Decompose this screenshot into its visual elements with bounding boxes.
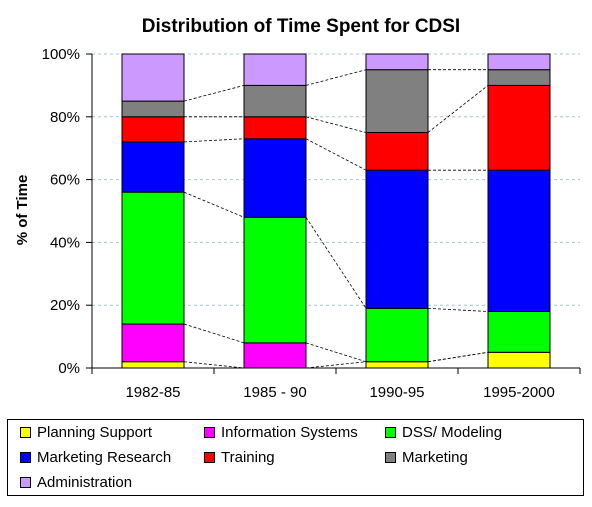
bar-segment-marketing [487,69,551,86]
bar-segment-training [121,116,185,143]
series-connector-line [305,342,367,363]
legend-swatch [385,427,396,438]
series-connector-line [305,69,367,86]
legend-label: Planning Support [37,424,153,441]
series-connector-line [183,138,245,143]
bar-segment-training [365,132,429,171]
x-tick-label: 1990-95 [369,384,424,401]
legend-swatch [204,452,215,463]
bar-segment-dss-modeling [487,310,551,353]
series-connector-line [183,191,245,218]
bar-segment-marketing-research [365,169,429,309]
legend-swatch [204,427,215,438]
y-tick-label: 60% [50,172,80,189]
bar-segment-planning-support [365,361,429,369]
bar-segment-information-systems [243,342,307,369]
bar-segment-marketing [365,69,429,133]
bar-segment-planning-support [121,361,185,369]
y-tick-label: 0% [58,360,80,377]
legend-label: Marketing Research [37,449,172,466]
legend-item: Marketing Research [20,449,171,467]
legend-item: Information Systems [204,424,358,442]
series-connector-line [305,217,367,309]
series-connector-line [427,351,489,363]
y-tick-label: 40% [50,234,80,251]
series-connector-line [305,138,367,171]
x-tick-label: 1982-85 [125,384,180,401]
bar-segment-administration [121,53,185,102]
bar-segment-marketing-research [121,141,185,193]
legend-item: Planning Support [20,424,152,442]
legend-swatch [20,477,31,488]
series-connector-line [305,116,367,133]
plot-area: 0% 20% 40% 60% 80% 100% 1982-85 1985 - 90 1990-9… [42,46,581,401]
y-axis-label: % of Time [14,175,31,246]
chart-title: Distribution of Time Spent for CDSI [142,16,460,37]
bar-segment-dss-modeling [365,307,429,363]
bar-segment-marketing-research [487,169,551,312]
x-tick-label: 1995-2000 [483,384,555,401]
series-connector-line [183,323,245,344]
series-connector-line [183,85,245,102]
bar-segment-dss-modeling [121,191,185,325]
series-connector-line [183,361,245,369]
legend-label: Administration [37,474,133,491]
legend-item: DSS/ Modeling [385,424,502,442]
bar-segment-information-systems [121,323,185,363]
legend-label: Information Systems [221,424,358,441]
legend-label: DSS/ Modeling [402,424,503,441]
legend-item: Marketing [385,449,468,467]
legend: Planning Support Information Systems DSS/ … [7,419,584,496]
bar-segment-training [243,116,307,140]
legend-swatch [385,452,396,463]
y-tick-label: 80% [50,109,80,126]
x-tick-label: 1985 - 90 [243,384,306,401]
bar-segment-dss-modeling [243,216,307,344]
bar-segment-administration [365,53,429,71]
legend-item: Training [204,449,275,467]
legend-swatch [20,452,31,463]
series-connector-line [305,361,367,369]
bar-segment-administration [243,53,307,86]
legend-label: Training [221,449,275,466]
series-connector-line [427,307,489,312]
bar-segment-marketing [243,84,307,118]
series-connector-line [427,85,489,133]
y-tick-label: 20% [50,297,80,314]
legend-swatch [20,427,31,438]
legend-label: Marketing [402,449,468,466]
y-tick-label: 100% [42,46,80,63]
bar-segment-planning-support [487,351,551,369]
bar-segment-administration [487,53,551,71]
bar-segment-marketing [121,100,185,118]
bar-segment-training [487,84,551,171]
legend-item: Administration [20,474,132,492]
bar-segment-marketing-research [243,138,307,218]
